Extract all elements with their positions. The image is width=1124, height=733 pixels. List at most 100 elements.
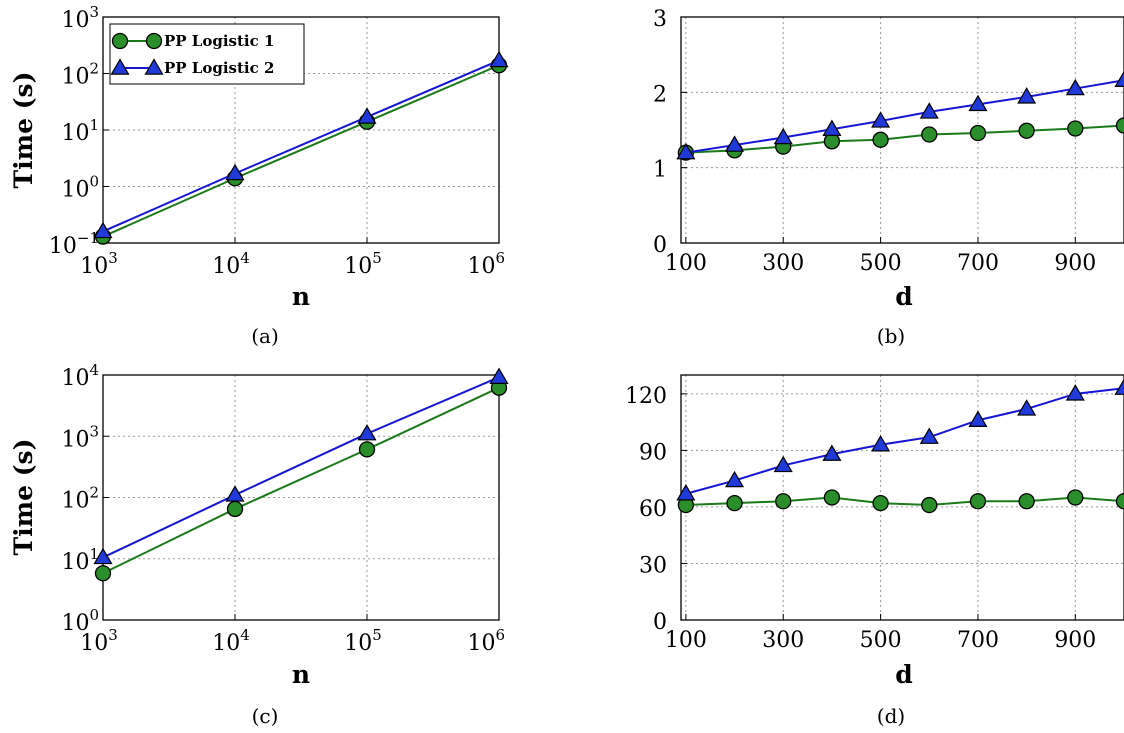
y-tick-label: 3 [653, 7, 667, 32]
plot-frame [680, 374, 1124, 621]
y-tick-label: 100 [61, 173, 99, 203]
data-point-1 [358, 441, 376, 458]
y-tick-label: 0 [653, 233, 667, 258]
x-axis-label: n [292, 660, 310, 689]
y-tick-label: 100 [61, 606, 99, 636]
y-tick-label: 30 [639, 553, 667, 578]
y-tick-label: 101 [61, 545, 99, 575]
legend-marker-1 [111, 32, 129, 50]
data-point-2 [357, 424, 377, 441]
data-point-1 [1018, 122, 1035, 139]
legend-marker-2 [110, 58, 130, 75]
data-point-1 [921, 496, 938, 514]
data-point-2 [968, 94, 988, 112]
x-tick-label: 900 [1054, 628, 1096, 653]
data-point-1 [969, 124, 987, 142]
data-point-1 [969, 493, 987, 510]
data-point-1 [823, 489, 841, 506]
data-point-1 [226, 500, 244, 518]
series-line-2 [685, 79, 1124, 154]
x-tick-label: 105 [344, 249, 382, 279]
x-tick-label: 106 [467, 626, 505, 656]
x-tick-label: 300 [762, 251, 804, 276]
y-tick-label: 102 [61, 60, 99, 90]
panel-b: 100 300 500 700 900 0 1 2 3 d (b) [653, 7, 1124, 348]
data-point-1 [1018, 493, 1035, 510]
data-point-2 [1017, 87, 1037, 104]
data-point-1 [94, 565, 112, 582]
x-tick-label: 103 [80, 249, 118, 279]
y-axis-label: Time (s) [9, 439, 38, 556]
y-tick-label: 2 [653, 82, 667, 107]
y-tick-label: 102 [61, 484, 99, 514]
y-tick-label: 101 [61, 116, 99, 146]
panel-d: 100 300 500 700 900 0 30 60 90 120 d (d) [625, 374, 1124, 728]
x-axis-label: n [292, 282, 310, 311]
data-point-2 [773, 455, 793, 473]
data-point-2 [871, 111, 891, 128]
x-tick-label: 106 [467, 249, 505, 279]
series-group [676, 70, 1124, 161]
data-point-2 [225, 163, 245, 181]
data-point-2 [357, 107, 377, 124]
data-point-1 [921, 126, 938, 143]
data-point-2 [725, 135, 745, 152]
x-tick-label: 104 [212, 249, 250, 279]
data-point-1 [1115, 493, 1124, 510]
x-tick-label: 100 [665, 251, 707, 276]
data-point-1 [872, 495, 889, 512]
data-point-2 [822, 119, 842, 136]
x-tick-label: 500 [860, 628, 902, 653]
y-tick-label: 120 [625, 384, 667, 409]
series-group [93, 50, 509, 245]
data-point-2 [1017, 399, 1037, 416]
data-point-2 [871, 435, 891, 452]
series-line-2 [102, 376, 500, 559]
data-point-2 [773, 127, 793, 145]
series-line-1 [102, 386, 500, 575]
data-point-2 [919, 427, 939, 444]
legend-label-2: PP Logistic 2 [164, 59, 274, 77]
data-point-2 [725, 470, 745, 488]
x-axis-label: d [895, 660, 912, 689]
data-point-2 [489, 50, 509, 68]
legend-box [109, 23, 305, 85]
panel-a: 103 104 105 106 10−1 100 101 102 103 n Time (s) (a)… [9, 3, 509, 348]
panel-caption: (d) [877, 704, 905, 728]
legend-label-1: PP Logistic 1 [164, 32, 274, 50]
x-tick-label: 900 [1054, 251, 1096, 276]
legend-marker-2 [144, 58, 164, 75]
data-point-1 [1115, 117, 1124, 134]
series-line-1 [102, 64, 500, 238]
y-tick-label: 0 [653, 610, 667, 635]
panel-c: 103 104 105 106 100 101 102 103 104 n Time (s) (c) [9, 361, 509, 728]
data-point-2 [489, 367, 509, 384]
y-tick-label: 103 [61, 422, 99, 452]
data-point-2 [822, 444, 842, 461]
y-tick-label: 10−1 [49, 229, 99, 259]
data-point-2 [93, 547, 113, 565]
data-point-1 [775, 493, 792, 510]
data-point-2 [225, 485, 245, 502]
x-tick-label: 100 [665, 628, 707, 653]
x-tick-label: 700 [957, 251, 999, 276]
series-group [676, 378, 1124, 514]
x-tick-label: 103 [80, 626, 118, 656]
y-tick-label: 60 [639, 497, 667, 522]
series-line-2 [685, 387, 1124, 495]
y-tick-label: 90 [639, 440, 667, 465]
data-point-2 [93, 221, 113, 239]
panel-caption: (c) [252, 704, 279, 728]
data-point-2 [919, 102, 939, 119]
data-point-2 [676, 142, 696, 160]
legend-marker-1 [145, 32, 163, 50]
data-point-2 [676, 484, 696, 501]
y-tick-label: 103 [61, 3, 99, 33]
data-point-2 [968, 410, 988, 427]
x-tick-label: 500 [860, 251, 902, 276]
series-line-2 [102, 59, 500, 233]
series-group [93, 367, 509, 582]
series-line-1 [685, 124, 1124, 154]
y-axis-label: Time (s) [9, 72, 38, 189]
